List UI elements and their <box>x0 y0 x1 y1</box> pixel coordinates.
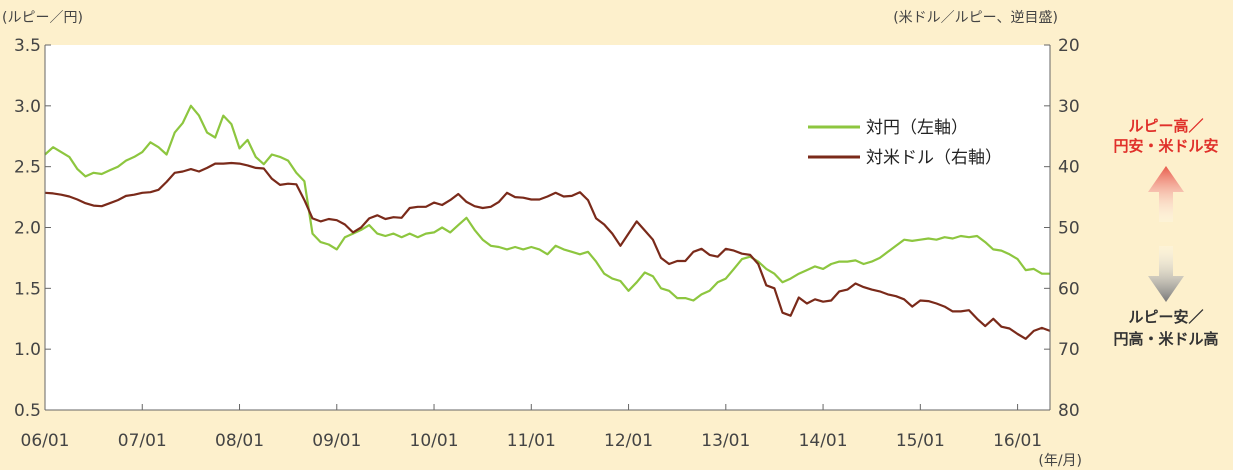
x-tick-label: 13/01 <box>701 431 750 451</box>
x-tick-label: 16/01 <box>993 431 1042 451</box>
down-annotation-line1: ルピー安／ <box>1128 308 1203 326</box>
x-tick-label: 06/01 <box>21 431 70 451</box>
x-tick-label: 07/01 <box>118 431 167 451</box>
left-tick-label: 1.0 <box>14 340 41 360</box>
legend-label-yen: 対円（左軸） <box>866 118 968 138</box>
right-tick-label: 50 <box>1058 219 1080 239</box>
right-axis-unit: (米ドル／ルピー、逆目盛) <box>893 10 1058 26</box>
x-tick-label: 11/01 <box>507 431 556 451</box>
left-tick-label: 1.5 <box>14 279 41 299</box>
legend: 対円（左軸） 対米ドル（右軸） <box>808 118 1002 168</box>
left-tick-label: 0.5 <box>14 401 41 421</box>
left-tick-label: 2.0 <box>14 219 41 239</box>
direction-annotations: ルピー高／ 円安・米ドル安 ルピー安／ 円高・米ドル高 <box>1113 117 1218 348</box>
x-tick-label: 10/01 <box>410 431 459 451</box>
left-tick-label: 2.5 <box>14 158 41 178</box>
x-tick-label: 14/01 <box>799 431 848 451</box>
right-tick-label: 80 <box>1058 401 1080 421</box>
up-annotation-line2: 円安・米ドル安 <box>1113 137 1218 155</box>
left-axis-unit: (ルピー／円) <box>2 10 83 26</box>
plot-area <box>45 45 1050 410</box>
down-arrow-icon <box>1148 246 1184 302</box>
left-tick-label: 3.0 <box>14 97 41 117</box>
left-tick-label: 3.5 <box>14 36 41 56</box>
x-tick-label: 15/01 <box>896 431 945 451</box>
up-arrow-icon <box>1148 166 1184 222</box>
legend-label-usd: 対米ドル（右軸） <box>866 148 1002 168</box>
right-tick-label: 60 <box>1058 279 1080 299</box>
series-layer <box>44 104 1051 340</box>
left-axis-ticks: 0.5 1.0 1.5 2.0 2.5 3.0 3.5 <box>14 36 51 421</box>
right-tick-label: 20 <box>1058 36 1080 56</box>
x-axis-ticks: 06/01 07/01 08/01 09/01 10/01 11/01 12/01 13/01… <box>21 404 1042 451</box>
down-annotation-line2: 円高・米ドル高 <box>1113 330 1218 348</box>
series-line-yen <box>44 104 1050 302</box>
x-tick-label: 09/01 <box>312 431 361 451</box>
series-line-usd <box>44 161 1051 340</box>
x-tick-label: 12/01 <box>604 431 653 451</box>
up-annotation-line1: ルピー高／ <box>1128 117 1203 135</box>
right-tick-label: 70 <box>1058 340 1080 360</box>
right-axis-ticks: 20 30 40 50 60 70 80 <box>1044 36 1080 421</box>
x-tick-label: 08/01 <box>215 431 264 451</box>
right-tick-label: 40 <box>1058 158 1080 178</box>
right-tick-label: 30 <box>1058 97 1080 117</box>
x-axis-unit: (年/月) <box>1038 453 1082 469</box>
